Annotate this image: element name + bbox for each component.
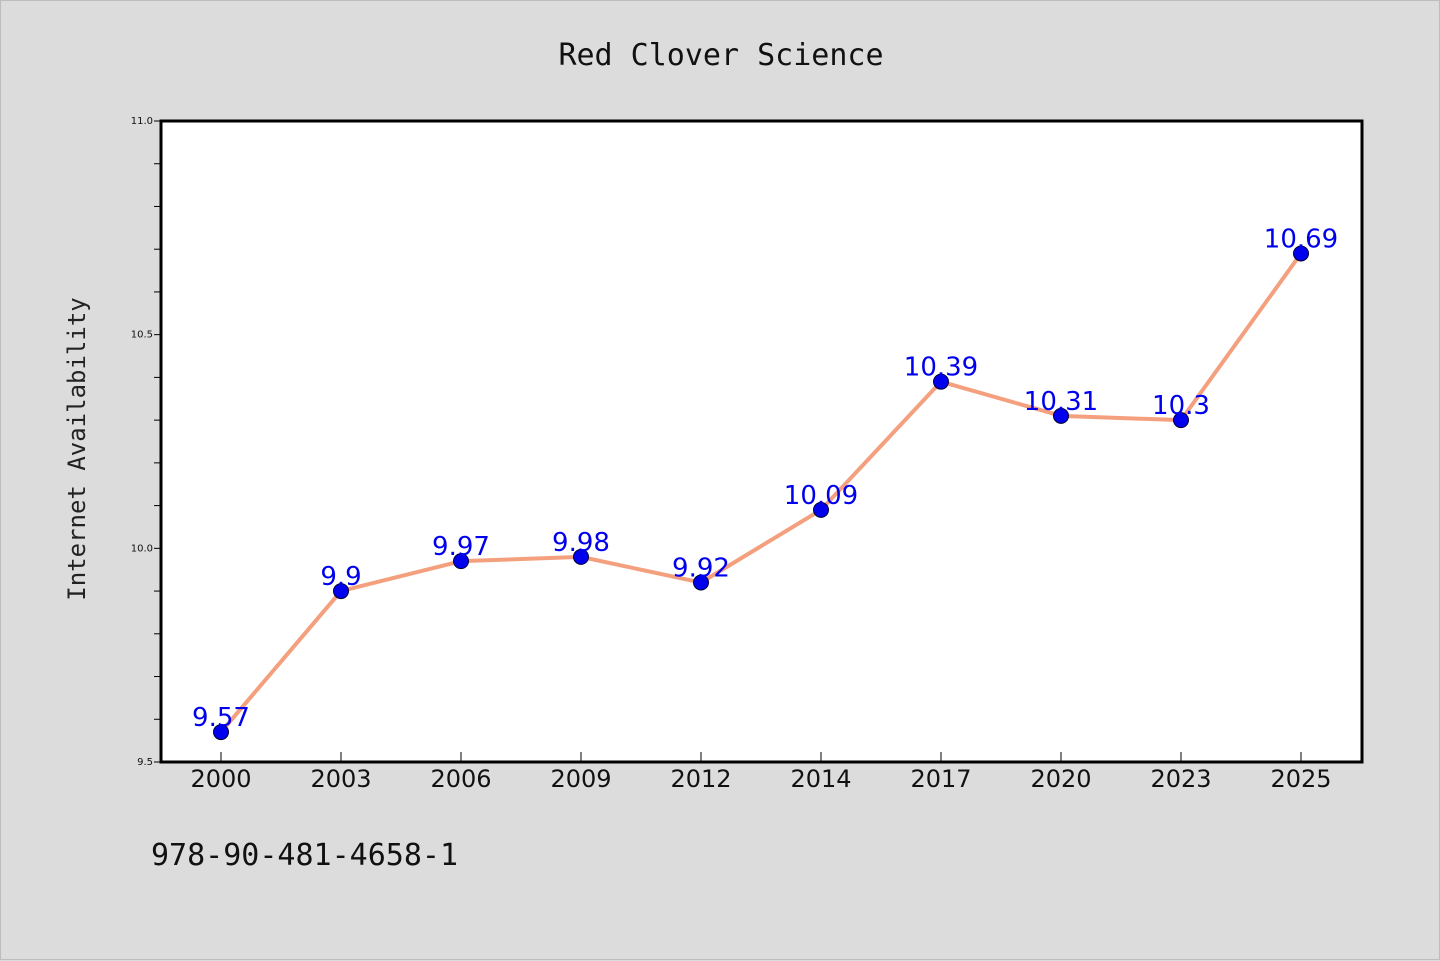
data-label: 10.3 [1152,391,1210,421]
data-label: 9.98 [552,528,610,558]
x-tick-label: 2003 [310,765,371,793]
data-labels: 9.57 9.9 9.97 9.98 9.92 10.09 10.39 10.31 10.3 10… [192,224,1338,733]
x-tick-label: 2020 [1030,765,1091,793]
x-tick-label: 2009 [550,765,611,793]
y-tick-label: 10.0 [131,543,153,554]
y-tick-label: 10.5 [131,330,153,341]
x-tick-label: 2025 [1270,765,1331,793]
data-point [573,548,589,565]
x-tick-label: 2012 [670,765,731,793]
data-markers [213,245,1309,741]
isbn-text: 978-90-481-4658-1 [151,838,458,873]
x-tick-label: 2017 [910,765,971,793]
data-label: 10.39 [904,353,978,383]
data-point [933,373,949,390]
chart-title: Red Clover Science [558,38,883,73]
x-tick-label: 2000 [190,765,251,793]
x-tick-label: 2006 [430,765,491,793]
data-label: 9.92 [672,554,730,584]
x-axis-ticks: 2000 2003 2006 2009 2012 2014 2017 2020 2023 2025 [190,752,1332,793]
data-label: 9.57 [192,703,250,733]
y-axis-ticks: 9.5 10.0 10.5 11.0 [131,116,161,768]
x-tick-label: 2014 [790,765,851,793]
data-label: 10.09 [784,481,858,511]
series-line [219,251,1303,735]
data-point [453,553,469,570]
y-tick-label: 11.0 [131,116,153,127]
data-point [1293,245,1309,262]
y-tick-label: 9.5 [137,757,153,768]
data-point [693,574,709,591]
data-label: 9.97 [432,532,490,562]
data-point [1173,412,1189,429]
data-point [1053,407,1069,424]
y-axis-label: Internet Availability [63,297,91,600]
x-tick-label: 2023 [1150,765,1211,793]
data-point [333,583,349,600]
data-point [213,724,229,741]
plot-area [161,121,1362,762]
data-label: 9.9 [320,562,361,592]
plot-frame [159,119,1364,764]
data-point [813,501,829,518]
data-label: 10.31 [1024,387,1098,417]
data-label: 10.69 [1264,224,1338,254]
